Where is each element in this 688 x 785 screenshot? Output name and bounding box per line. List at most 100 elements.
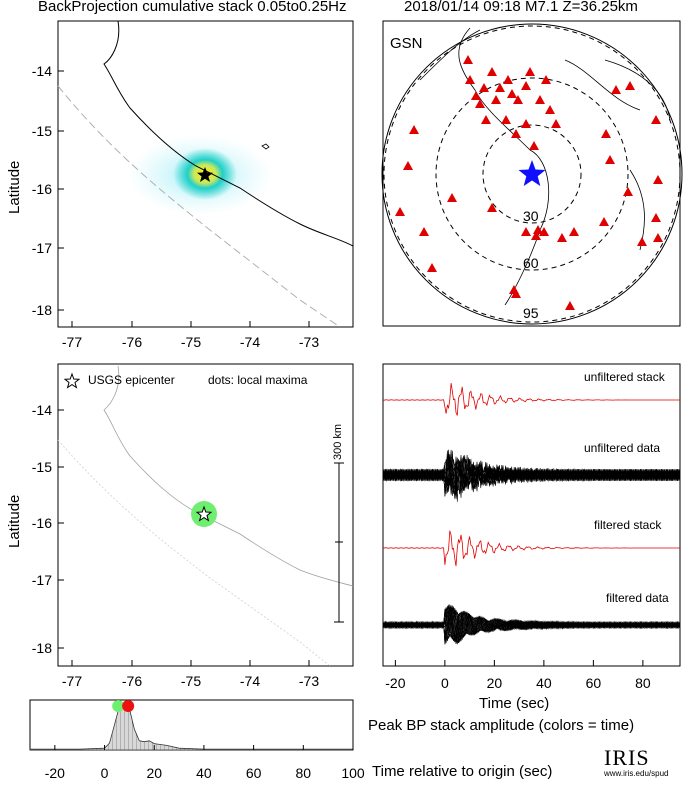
x-tick-label: 80: [635, 675, 651, 691]
station-triangle-icon: [541, 75, 551, 84]
x-tick-label: -76: [122, 673, 142, 689]
trace-label-filtered-stack: filtered stack: [594, 518, 662, 532]
y-tick-label: -18: [32, 640, 52, 656]
x-tick-label: 80: [296, 765, 312, 781]
iris-logo: IRIS www.iris.edu/spud: [604, 747, 684, 781]
station-triangle-icon: [503, 75, 513, 84]
unfiltered-data-trace: [382, 458, 681, 499]
station-triangle-icon: [463, 55, 473, 64]
x-tick-label: 0: [441, 675, 449, 691]
station-triangle-icon: [487, 67, 497, 76]
x-tick-label: -75: [181, 673, 201, 689]
x-tick-label: -20: [385, 675, 405, 691]
station-triangle-icon: [495, 83, 505, 92]
x-tick-label: 20: [487, 675, 503, 691]
station-triangle-icon: [545, 105, 555, 114]
trace-lines: [382, 383, 681, 645]
station-triangle-icon: [651, 115, 661, 124]
trench-line-2: [57, 439, 331, 667]
station-triangle-icon: [637, 237, 647, 246]
station-triangle-icon: [521, 227, 531, 236]
station-triangle-icon: [479, 83, 489, 92]
x-tick-label: -74: [240, 673, 260, 689]
station-triangle-icon: [623, 187, 633, 196]
continent-outlines: [419, 27, 671, 306]
station-triangle-icon: [653, 175, 663, 184]
station-triangle-icon: [651, 213, 661, 222]
station-triangle-icon: [539, 227, 549, 236]
unfiltered-data-trace: [382, 456, 681, 496]
late-peak-marker: [122, 700, 135, 712]
station-triangle-icon: [625, 81, 635, 90]
legend-star-icon: [63, 372, 81, 389]
unfiltered-data-trace: [382, 454, 681, 495]
x-tick-label: -20: [45, 765, 65, 781]
x-tick-label: 0: [101, 765, 109, 781]
station-triangle-icon: [471, 91, 481, 100]
x-tick-label: -76: [122, 334, 142, 350]
station-triangle-icon: [513, 95, 523, 104]
station-triangle-icon: [525, 67, 535, 76]
station-triangle-icon: [491, 95, 501, 104]
x-tick-label: -73: [299, 334, 319, 350]
legend-epicenter-label: USGS epicenter: [88, 373, 175, 387]
event-info: 2018/01/14 09:18 M7.1 Z=36.25km: [404, 0, 638, 15]
station-triangle-icon: [531, 231, 541, 240]
station-triangle-icon: [501, 115, 511, 124]
y-tick-label: -14: [32, 402, 52, 418]
station-triangle-icon: [487, 203, 497, 212]
y-tick-label: -18: [32, 302, 52, 318]
unfiltered-stack-trace: [383, 383, 680, 416]
amplitude-title: Peak BP stack amplitude (colors = time): [368, 717, 635, 734]
y-tick-label: -15: [32, 459, 52, 475]
station-triangle-icon: [611, 85, 621, 94]
seismogram-panel: -20 0 20 40 60 80: [382, 363, 681, 691]
early-peak-marker: [112, 700, 125, 712]
trace-label-filtered-data: filtered data: [606, 591, 669, 605]
coastline: [103, 20, 354, 247]
station-triangle-icon: [511, 289, 521, 298]
x-tick-label: -73: [299, 673, 319, 689]
trace-label-unfiltered-stack: unfiltered stack: [584, 370, 665, 384]
top-ylabel: Latitude: [6, 160, 23, 214]
station-triangle-icon: [475, 99, 485, 108]
station-triangle-icon: [465, 75, 475, 84]
x-tick-label: 40: [536, 675, 552, 691]
station-triangle-icon: [419, 227, 429, 236]
ring-60: [435, 77, 629, 271]
amplitude-frame: [29, 699, 354, 751]
station-triangle-icon: [551, 119, 561, 128]
globe-network-label: GSN: [390, 35, 423, 52]
trace-label-unfiltered-data: unfiltered data: [584, 441, 661, 455]
ring-30: [482, 124, 582, 224]
mid-map-ticks: -77 -76 -75 -74 -73 -14 -15 -16 -17 -18: [32, 402, 320, 689]
amplitude-ticks: -20 0 20 40 60 80 100: [45, 745, 365, 781]
globe-outline: [381, 23, 683, 325]
epicenter-star-icon: [197, 167, 213, 182]
usgs-epicenter-star-icon: [195, 505, 213, 522]
y-tick-label: -15: [32, 123, 52, 139]
figure-title: BackProjection cumulative stack 0.05to0.…: [38, 0, 347, 15]
traces-frame: [382, 363, 681, 667]
y-tick-label: -17: [32, 572, 52, 588]
ring-label-95: 95: [523, 305, 539, 321]
station-triangle-icon: [521, 119, 531, 128]
station-triangle-icon: [535, 95, 545, 104]
station-triangle-icon: [557, 233, 567, 242]
station-triangle-icon: [481, 115, 491, 124]
logo-url: www.iris.edu/spud: [604, 769, 669, 778]
trace-ticks: -20 0 20 40 60 80: [385, 660, 651, 691]
station-triangle-icon: [605, 155, 615, 164]
station-triangle-icon: [511, 129, 521, 138]
ring-label-30: 30: [523, 208, 539, 224]
ring-95: [383, 25, 681, 323]
logo-name: IRIS: [604, 745, 650, 770]
trench-line: [57, 85, 341, 328]
x-tick-label: 20: [146, 765, 162, 781]
y-tick-label: -16: [32, 181, 52, 197]
x-tick-label: 60: [586, 675, 602, 691]
x-tick-label: 60: [246, 765, 262, 781]
station-triangle-icon: [565, 301, 575, 310]
lake-outline: [261, 143, 270, 150]
peak-amplitude-panel: -20 0 20 40 60 80 100: [29, 699, 365, 781]
